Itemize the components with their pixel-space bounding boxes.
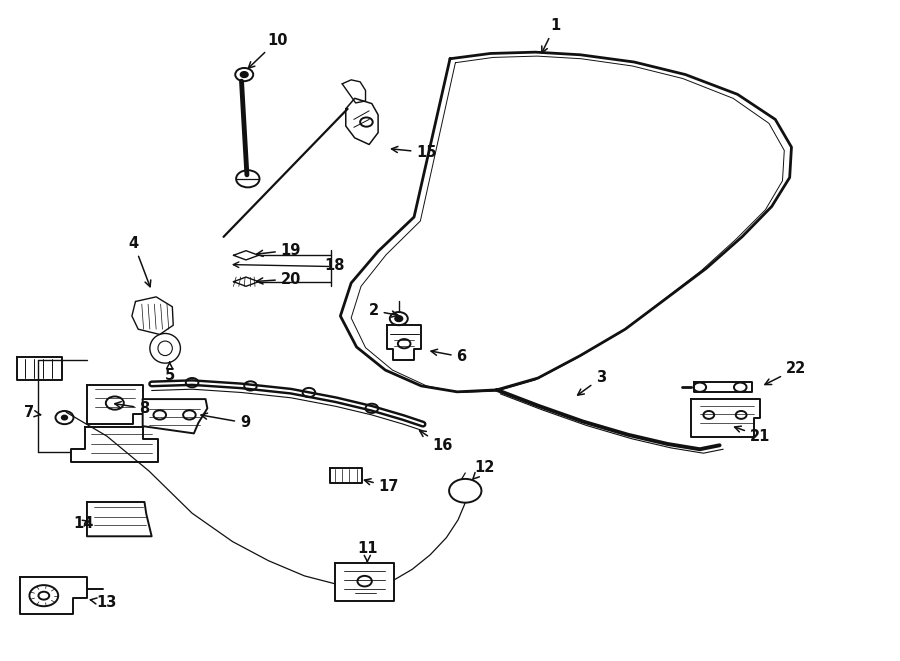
Text: 15: 15 — [392, 145, 436, 160]
Polygon shape — [143, 399, 207, 434]
Text: 5: 5 — [165, 362, 175, 383]
Text: 9: 9 — [201, 413, 250, 430]
Text: 16: 16 — [419, 430, 453, 453]
Text: 19: 19 — [256, 243, 302, 258]
Text: 21: 21 — [734, 426, 770, 444]
Polygon shape — [691, 399, 760, 438]
Text: 6: 6 — [431, 349, 467, 364]
Text: 10: 10 — [248, 33, 288, 68]
Text: 14: 14 — [73, 516, 94, 531]
Text: 1: 1 — [542, 19, 561, 53]
Text: 20: 20 — [256, 272, 302, 287]
Circle shape — [395, 316, 402, 321]
Polygon shape — [329, 468, 362, 483]
Text: 8: 8 — [115, 401, 149, 416]
Text: 18: 18 — [325, 258, 346, 274]
Text: 22: 22 — [765, 362, 806, 385]
Polygon shape — [17, 357, 62, 380]
Text: 12: 12 — [472, 460, 494, 480]
Polygon shape — [87, 502, 152, 536]
Text: 17: 17 — [364, 479, 399, 494]
Text: 4: 4 — [129, 236, 151, 287]
Polygon shape — [695, 382, 752, 392]
Polygon shape — [87, 385, 143, 424]
Text: 13: 13 — [90, 596, 117, 610]
Circle shape — [62, 416, 68, 420]
Polygon shape — [21, 577, 87, 614]
Text: 2: 2 — [369, 303, 398, 318]
Text: 11: 11 — [357, 541, 378, 562]
Polygon shape — [71, 428, 158, 462]
Circle shape — [240, 72, 248, 77]
Polygon shape — [335, 563, 394, 601]
Text: 7: 7 — [24, 405, 40, 420]
Text: 3: 3 — [578, 371, 606, 395]
